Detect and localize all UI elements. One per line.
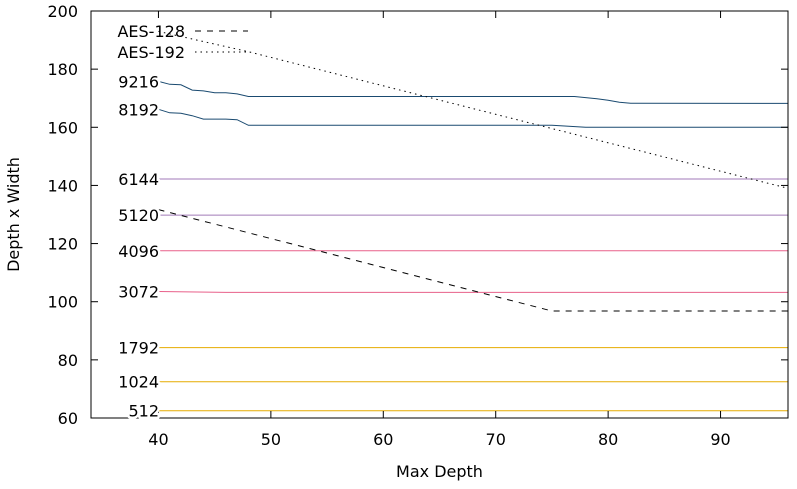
y-tick-label: 80	[58, 351, 78, 370]
series-line-aes-128	[158, 209, 788, 312]
series-line-9216	[158, 80, 789, 104]
y-tick-label: 200	[47, 2, 78, 21]
y-tick-label: 160	[47, 118, 78, 137]
tick-layer: 40 50 60 70 80 90 60 80 100 120 140 160 180 200	[47, 2, 788, 449]
x-tick-label: 40	[148, 430, 168, 449]
y-tick-label: 120	[47, 235, 78, 254]
legend-label-aes-192: AES-192	[117, 43, 185, 62]
series-line-aes-192	[158, 30, 789, 189]
series-label-1024: 1024	[118, 373, 159, 392]
series-label-8192: 8192	[118, 100, 159, 119]
series-label-3072: 3072	[118, 283, 159, 302]
x-tick-label: 90	[710, 430, 730, 449]
series-label-4096: 4096	[118, 242, 159, 261]
series-label-6144: 6144	[118, 170, 159, 189]
legend-label-aes-128: AES-128	[117, 22, 185, 41]
series-label-512: 512	[128, 402, 159, 421]
x-tick-label: 80	[598, 430, 618, 449]
series-label-1792: 1792	[118, 339, 159, 358]
x-tick-label: 70	[486, 430, 506, 449]
y-tick-label: 140	[47, 176, 78, 195]
x-tick-label: 60	[373, 430, 393, 449]
y-tick-label: 60	[58, 409, 78, 428]
series-label-9216: 9216	[118, 72, 159, 91]
y-axis-label: Depth x Width	[4, 157, 23, 272]
y-tick-label: 100	[47, 293, 78, 312]
series-layer	[158, 30, 789, 412]
x-tick-label: 50	[261, 430, 281, 449]
label-layer: 512 1024 1792 3072 4096 5120 6144 8192 9216 AES-1…	[116, 22, 248, 423]
series-label-5120: 5120	[118, 206, 159, 225]
series-line-8192	[158, 108, 788, 128]
plot-frame	[90, 10, 789, 419]
y-tick-label: 180	[47, 60, 78, 79]
series-line-3072	[158, 291, 788, 293]
x-axis-label: Max Depth	[396, 462, 483, 481]
